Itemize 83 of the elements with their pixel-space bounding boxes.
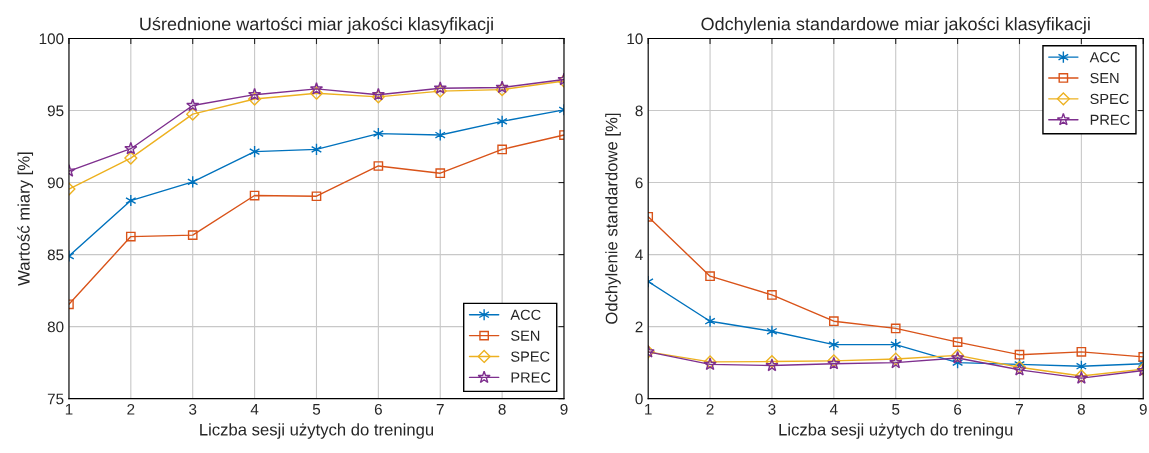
point [766,325,778,338]
point [186,107,200,121]
y-tick-label: 90 [47,177,64,189]
y-tick-label: 75 [47,393,64,405]
x-tick-label: 9 [1139,403,1147,415]
x-tick-label: 6 [954,403,962,415]
legend-label: ACC [1089,52,1120,63]
x-axis-title: Liczba sesji użytych do treningu [200,423,434,439]
legend-label: ACC [510,309,541,320]
chart-title: Uśrednione wartości miar jakości klasyfikacji [140,16,493,34]
point [248,92,262,106]
y-axis-title: Wartość miary [%] [17,152,34,286]
point [435,168,446,179]
y-tick-label: 8 [635,105,643,117]
x-tick-label: 2 [127,403,135,415]
point [497,144,507,155]
y-tick-label: 80 [47,321,64,333]
point [704,314,716,328]
point [124,141,138,155]
point [433,84,447,98]
x-tick-label: 4 [250,404,259,415]
x-tick-label: 9 [560,403,568,415]
x-tick-label: 5 [892,404,900,415]
point [952,356,964,369]
point [125,231,136,242]
legend-label: SEN [511,330,540,341]
point [952,337,963,347]
point [765,358,779,372]
point [434,128,446,142]
point [372,127,384,140]
y-tick-label: 10 [627,33,643,45]
point [309,86,324,100]
point [125,194,137,207]
point [187,230,198,241]
point [249,145,261,158]
x-tick-label: 2 [706,403,714,415]
y-tick-label: 6 [635,177,643,189]
point [433,81,447,94]
point [890,323,901,334]
point [890,338,902,351]
x-tick-label: 8 [1077,403,1085,415]
x-axis-title: Liczba sesji użytych do treningu [779,423,1013,439]
y-axis-title: Odchylenie standardowe [%] [605,113,621,324]
legend-label: SPEC [1090,93,1129,105]
point [310,143,322,156]
x-tick-label: 8 [498,403,506,415]
point [187,175,199,189]
x-tick-label: 1 [645,404,652,415]
y-tick-label: 95 [47,105,64,117]
point [828,338,840,351]
x-tick-label: 6 [374,403,382,415]
y-tick-label: 4 [635,249,643,261]
point [373,161,384,171]
x-tick-label: 7 [436,404,444,415]
y-tick-label: 2 [635,321,643,333]
x-tick-label: 3 [768,403,776,415]
x-tick-label: 1 [65,404,73,415]
x-tick-label: 7 [1016,404,1023,415]
chart-title: Odchylenia standardowe miar jakości klasyfikacji [701,16,1090,34]
point [496,115,508,128]
point [247,87,262,101]
y-tick-label: 0 [635,393,643,405]
x-tick-label: 3 [189,403,197,415]
point [124,151,138,165]
point [765,354,779,369]
x-tick-label: 4 [829,404,838,415]
legend-label: PREC [1090,114,1130,125]
point [309,81,324,95]
point [249,190,260,201]
point [767,290,777,300]
legend-label: SPEC [511,351,550,362]
point [1014,349,1025,360]
point [1075,359,1087,373]
y-tick-label: 85 [47,249,64,261]
point [705,271,715,282]
point [311,191,322,202]
y-tick-label: 100 [39,33,64,45]
legend-label: PREC [511,372,551,383]
point [1076,346,1087,357]
point [828,316,839,327]
x-tick-label: 5 [312,404,321,415]
legend-label: SEN [1090,72,1119,84]
point [186,98,200,112]
